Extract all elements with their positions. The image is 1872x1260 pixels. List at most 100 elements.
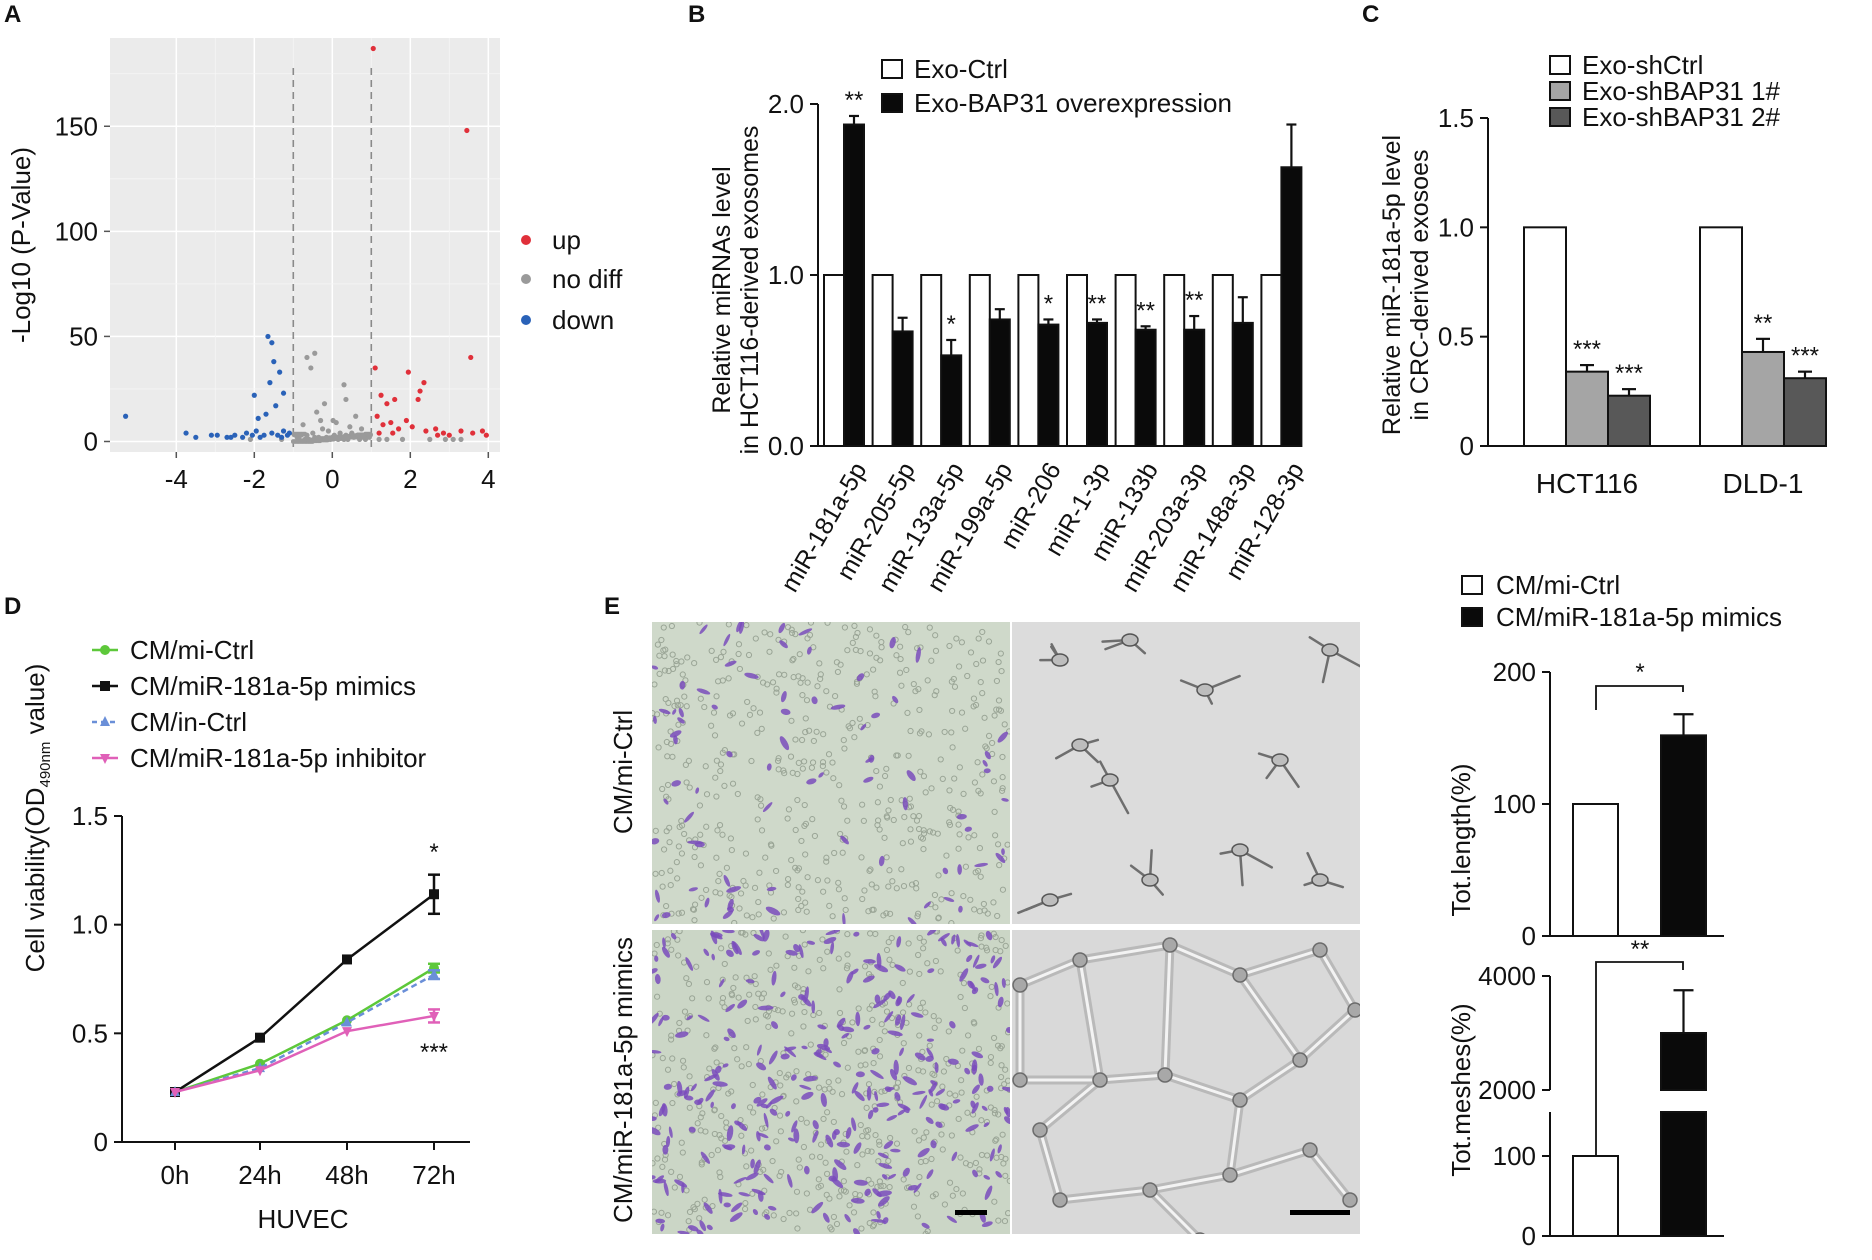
migrated-cell [917,1148,930,1158]
pore [897,643,904,650]
pore [872,693,879,700]
pore [706,1065,713,1072]
migrated-cell [935,1088,945,1096]
migrated-cell [756,1131,761,1142]
point-no-diff [321,401,328,407]
pore [915,825,923,833]
migrated-cell [784,1046,797,1058]
pore [717,761,725,768]
migrated-cell [780,1053,790,1060]
pore [744,1017,751,1025]
pore [935,1017,942,1024]
significance-mark: ** [1185,287,1204,314]
pore [777,1082,784,1089]
pore [925,731,933,738]
legend-swatch-exo-shbap31-1 [1549,81,1571,101]
pore [995,1217,1002,1224]
migrated-cell [700,1151,710,1164]
pore [711,1045,718,1052]
pore [928,1101,935,1108]
pore [791,982,799,989]
migrated-cell [952,1099,961,1104]
pore [710,709,718,716]
volcano-plot-area [110,38,500,452]
migrated-cell [663,798,669,805]
panel-b-y-axis-label-line2: in HCT116-derived exosomes [736,126,764,455]
migrated-cell [699,1220,707,1232]
pore [924,677,931,684]
pore [656,652,663,659]
pore [1006,1177,1010,1185]
pore [664,781,672,789]
pore [716,1169,723,1176]
pore [758,1125,766,1132]
migrated-cell [697,1097,704,1104]
migrated-cell [990,955,996,964]
pore [800,1023,807,1030]
migrated-cell [981,1105,988,1111]
migrated-cell [768,1050,778,1065]
pore [685,757,692,764]
legend-swatch-e-mi-ctrl [1461,575,1483,595]
pore [930,829,937,836]
migrated-cell [764,1213,771,1220]
pore [777,1128,784,1135]
pore [906,968,913,975]
pore [792,826,799,834]
pore [971,779,979,786]
marker-square [429,889,439,900]
pore [875,1158,882,1165]
pore [683,779,690,786]
migrated-cell [652,715,657,724]
pore [711,1106,718,1113]
migrated-cell [921,1222,930,1229]
migrated-cell [766,763,772,771]
migrated-cell [985,930,993,941]
pore [863,1104,870,1111]
pore [1001,1081,1008,1088]
pore [910,1203,918,1210]
pore [863,1127,870,1134]
pore [682,677,689,684]
pore [949,744,956,751]
panel-c-bar-chart: 00.51.01.5******HCT116*****DLD-1 Relativ… [1378,50,1827,499]
pore [880,1182,887,1190]
significance-mark: *** [1791,343,1819,370]
migrated-cell [966,954,973,962]
pore [820,965,827,972]
pore [665,699,672,707]
point-up [435,432,441,438]
pore [698,1161,705,1168]
pore [801,801,808,809]
pore [972,869,979,876]
pore [853,680,861,687]
pore [997,1073,1005,1081]
pore [737,890,745,897]
pore [875,817,882,824]
marker-square [100,681,110,691]
pore [1001,1217,1009,1225]
pore [877,657,884,664]
pore [714,827,721,834]
pore [948,729,955,736]
pore [723,864,730,871]
pore [956,831,963,838]
migrated-cell [658,1016,664,1027]
migrated-cell [793,1128,800,1144]
migrated-cell [652,1050,662,1054]
pore [915,812,923,820]
pore [993,706,1000,713]
x-tick-label: -4 [165,464,188,494]
tot-meshes-y-axis-label: Tot.meshes(%) [1446,1003,1476,1176]
pore [1002,942,1009,949]
pore [941,728,948,736]
migrated-cell [736,622,743,633]
pore [792,864,799,871]
migrated-cell [958,905,963,913]
pore [729,780,737,787]
migrated-cell [894,964,906,972]
pore [992,933,999,941]
y-tick-label: 150 [55,111,98,141]
pore [995,1111,1002,1118]
point-up [370,45,376,52]
